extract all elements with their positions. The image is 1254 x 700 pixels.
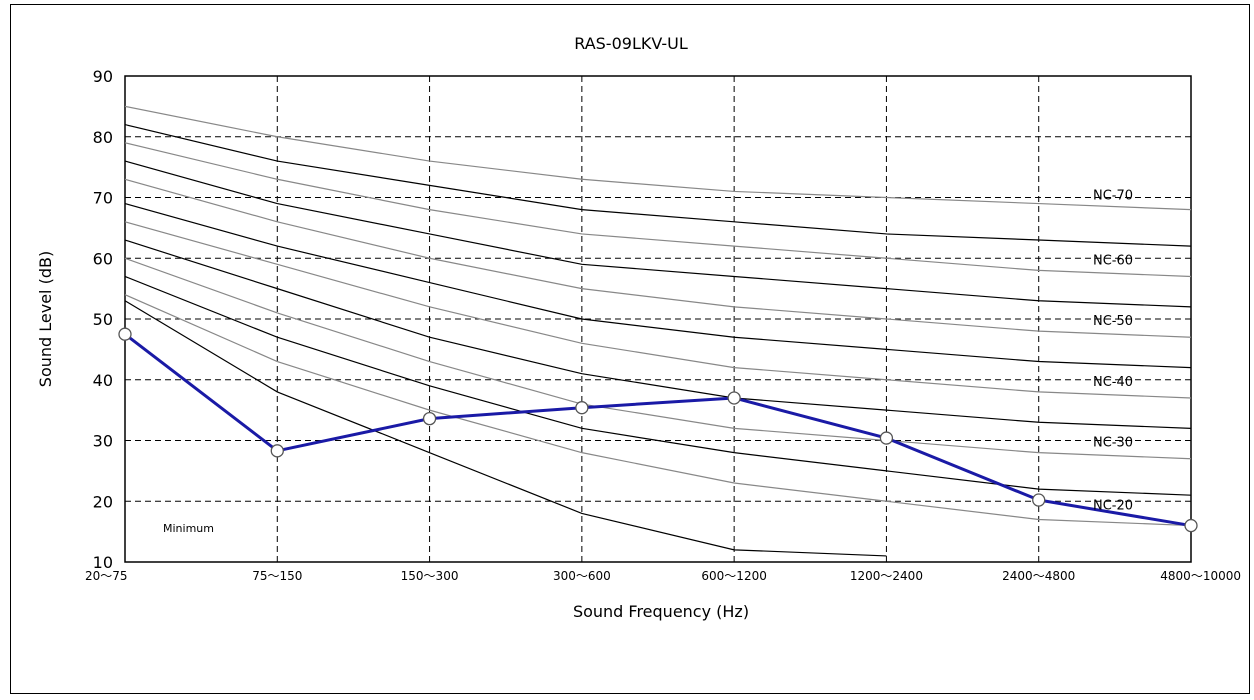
chart-frame: 10 20 30 40 50 60 70 80 90 20～75 75～150 150～300 300… xyxy=(10,4,1250,694)
nc-label: NC-50 xyxy=(1093,314,1133,329)
x-tick-label: 600～1200 xyxy=(701,569,766,583)
x-tick-label: 300～600 xyxy=(553,569,611,583)
y-tick-label: 60 xyxy=(93,249,113,268)
y-tick-label: 70 xyxy=(93,189,113,208)
minimum-curve xyxy=(125,301,886,556)
x-tick-label: 1200～2400 xyxy=(850,569,923,583)
x-tick-label: 75～150 xyxy=(252,569,302,583)
grid xyxy=(125,76,1191,562)
x-tick-labels: 20～75 75～150 150～300 300～600 600～1200 1200～24… xyxy=(85,569,1241,583)
series-point xyxy=(576,402,588,414)
x-axis-label: Sound Frequency (Hz) xyxy=(573,602,749,621)
nc-curve xyxy=(125,258,1191,458)
series-point xyxy=(424,413,436,425)
nc-label: NC-20 xyxy=(1093,498,1133,513)
series-point xyxy=(1185,520,1197,532)
chart-title: RAS-09LKV-UL xyxy=(574,34,688,53)
series-point xyxy=(1033,494,1045,506)
nc-curves xyxy=(125,106,1191,556)
y-tick-label: 20 xyxy=(93,492,113,511)
nc-label: NC-30 xyxy=(1093,436,1133,451)
nc-label: NC-70 xyxy=(1093,188,1133,203)
nc-label: NC-60 xyxy=(1093,253,1133,268)
nc-curve xyxy=(125,161,1191,307)
series-point xyxy=(119,328,131,340)
nc-curve xyxy=(125,204,1191,368)
nc-curve xyxy=(125,295,1191,526)
series-point xyxy=(728,392,740,404)
nc-labels: NC-70 NC-60 NC-50 NC-40 NC-30 NC-20 xyxy=(1093,188,1133,513)
series-line xyxy=(125,334,1191,525)
y-tick-label: 30 xyxy=(93,432,113,451)
nc-curve xyxy=(125,106,1191,209)
nc-curve xyxy=(125,240,1191,428)
series-point xyxy=(271,445,283,457)
y-tick-label: 50 xyxy=(93,310,113,329)
minimum-label: Minimum xyxy=(163,522,214,535)
series-point xyxy=(880,432,892,444)
y-tick-label: 40 xyxy=(93,371,113,390)
x-tick-label: 2400～4800 xyxy=(1002,569,1075,583)
nc-label: NC-40 xyxy=(1093,375,1133,390)
x-tick-label: 4800～10000 xyxy=(1160,569,1241,583)
y-tick-label: 80 xyxy=(93,128,113,147)
y-tick-label: 90 xyxy=(93,67,113,86)
x-tick-label: 20～75 xyxy=(85,569,128,583)
y-axis-label: Sound Level (dB) xyxy=(36,251,55,387)
x-tick-label: 150～300 xyxy=(401,569,459,583)
